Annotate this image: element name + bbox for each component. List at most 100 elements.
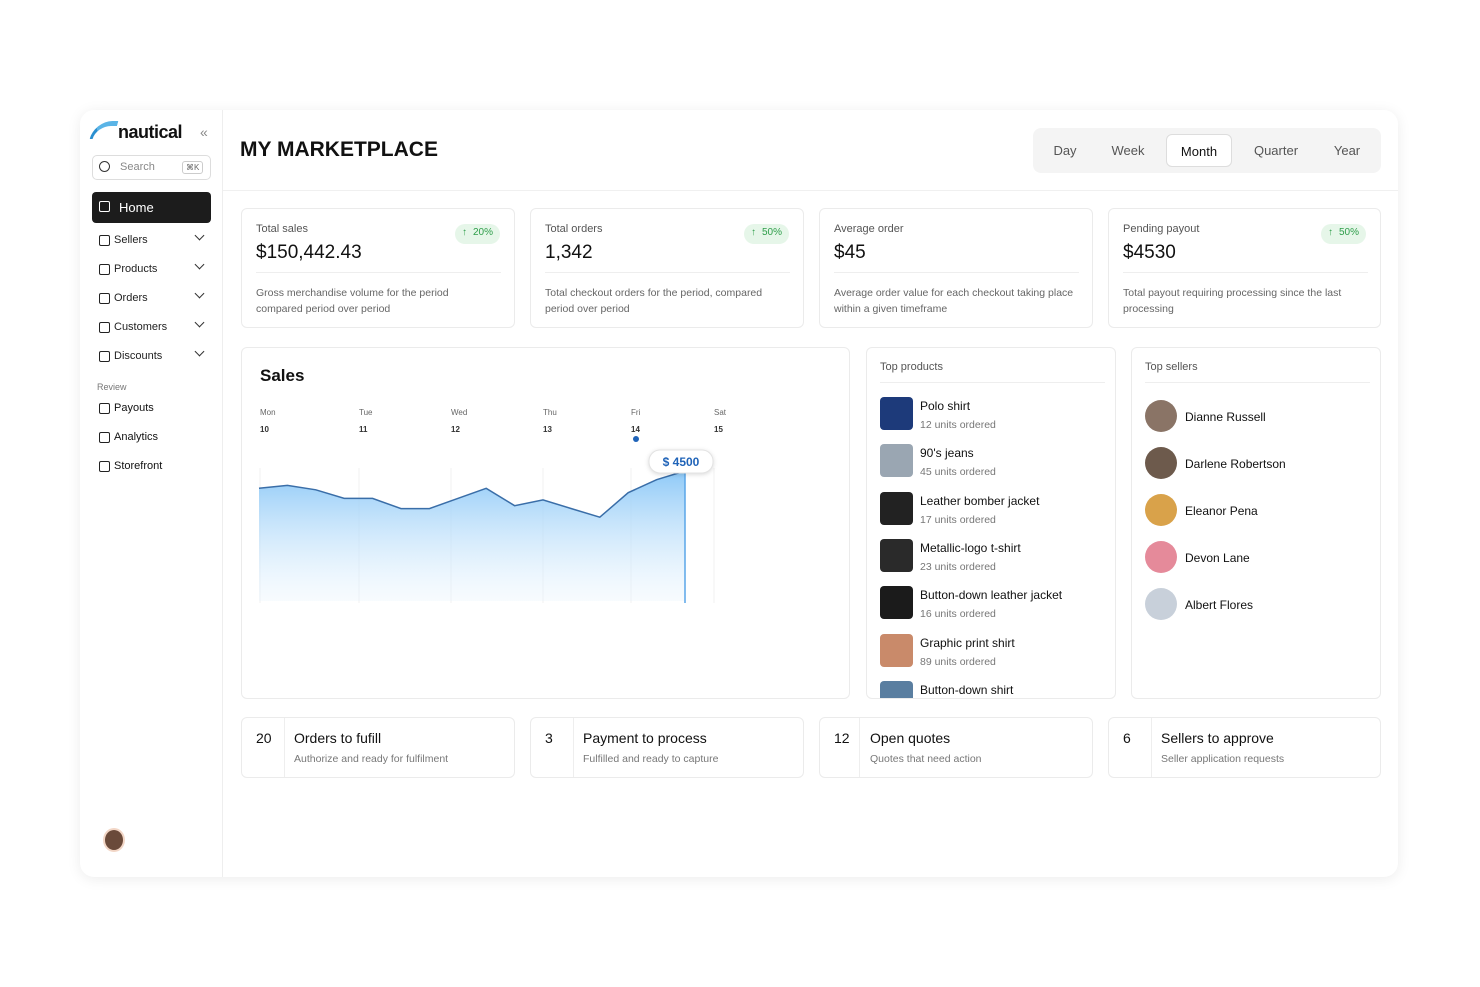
stat-label: Total sales	[256, 223, 308, 235]
product-image	[880, 491, 913, 525]
search-box[interactable]: Search ⌘K	[92, 155, 211, 180]
period-button[interactable]: Week	[1098, 134, 1158, 167]
nav-label: Customers	[114, 321, 168, 333]
task-card[interactable]: 20 Orders to fufill Authorize and ready fo…	[241, 717, 515, 778]
period-button[interactable]: Day	[1035, 134, 1095, 167]
period-label: Month	[1180, 144, 1218, 159]
task-card[interactable]: 6 Sellers to approve Seller application re…	[1108, 717, 1381, 778]
nav-icon	[99, 461, 110, 472]
nav-item[interactable]: Sellers	[92, 230, 211, 250]
seller-name: Eleanor Pena	[1185, 504, 1258, 518]
stat-description: Gross merchandise volume for the period …	[256, 287, 449, 315]
task-title: Open quotes	[870, 730, 951, 746]
product-image	[880, 586, 913, 620]
product-image	[880, 397, 913, 430]
search-icon	[99, 161, 110, 172]
nav-chevron	[194, 230, 205, 241]
nav-icon	[99, 322, 110, 333]
change-value: 50%	[1338, 227, 1359, 238]
nav-chevron	[194, 259, 205, 270]
product-name: Graphic print shirt	[920, 635, 1015, 650]
period-label: Quarter	[1253, 143, 1299, 158]
nav-icon	[99, 201, 110, 212]
stat-label: Total orders	[545, 223, 603, 235]
product-units: 12 units ordered	[920, 419, 996, 431]
stat-card: Pending payout ↑ 50% $4530 Total payout requ…	[1108, 208, 1381, 328]
panel-title: Top sellers	[1145, 361, 1198, 373]
task-card[interactable]: 12 Open quotes Quotes that need action	[819, 717, 1093, 778]
nav-item[interactable]: Customers	[92, 317, 211, 337]
product-name: 90's jeans	[920, 446, 974, 461]
period-label: Week	[1111, 143, 1145, 158]
seller-name: Devon Lane	[1185, 551, 1250, 565]
seller-avatar	[1145, 494, 1177, 526]
product-name: Button-down leather jacket	[920, 588, 1063, 603]
product-image	[880, 633, 913, 667]
value-tooltip-label: $ 4500	[663, 455, 700, 469]
selected-day-dot	[633, 436, 639, 442]
change-badge: ↑ 20%	[454, 224, 500, 244]
period-label: Year	[1333, 143, 1361, 158]
day-label: Mon	[260, 408, 276, 417]
nav-item[interactable]: Discounts	[92, 346, 211, 366]
search-placeholder: Search	[120, 161, 155, 173]
nav-item[interactable]: Analytics	[92, 429, 211, 447]
value-tooltip	[648, 449, 714, 474]
stat-value: $150,442.43	[256, 242, 362, 263]
product-image	[880, 680, 913, 698]
nav-icon	[99, 351, 110, 362]
period-button[interactable]: Quarter	[1246, 134, 1306, 167]
nav-chevron	[194, 317, 205, 328]
nav-icon	[99, 403, 110, 414]
nav-item[interactable]: Storefront	[92, 458, 211, 476]
sidebar-divider	[222, 110, 223, 877]
period-button[interactable]: Month	[1166, 134, 1232, 167]
task-count: 6	[1123, 730, 1131, 746]
day-label: Fri	[631, 408, 641, 417]
product-units: 16 units ordered	[920, 608, 996, 621]
product-image	[880, 538, 913, 572]
stat-card: Total sales ↑ 20% $150,442.43 Gross merchand…	[241, 208, 515, 328]
date-label: 10	[260, 425, 269, 434]
date-label: 11	[359, 425, 368, 434]
nav-label: Orders	[114, 292, 148, 304]
user-avatar[interactable]	[103, 828, 125, 852]
product-units: 45 units ordered	[920, 466, 996, 479]
task-count: 20	[256, 730, 272, 746]
nav-item[interactable]: Payouts	[92, 400, 211, 418]
logo: nautical	[118, 122, 183, 142]
nav-label: Sellers	[114, 234, 148, 246]
task-description: Fulfilled and ready to capture	[583, 753, 719, 765]
nav-item[interactable]: Products	[92, 259, 211, 279]
nav-item[interactable]: Orders	[92, 288, 211, 308]
nav-chevron	[194, 288, 205, 299]
change-badge: ↑ 50%	[1320, 224, 1366, 244]
product-name: Metallic-logo t-shirt	[920, 540, 1021, 555]
stat-value: $45	[834, 242, 866, 263]
up-arrow: ↑	[750, 227, 756, 238]
collapse-button[interactable]: «	[200, 124, 208, 140]
seller-name: Albert Flores	[1185, 598, 1254, 612]
nav-icon	[99, 235, 110, 246]
product-units: 23 units ordered	[920, 560, 996, 573]
nav-icon	[99, 432, 110, 443]
date-label: 15	[714, 425, 723, 434]
period-button[interactable]: Year	[1317, 134, 1377, 167]
task-divider	[859, 718, 860, 777]
product-image	[880, 444, 913, 478]
sales-panel: Sales Mon 10 Tue 11 Wed 12 Thu 13 Fri 14 Sat 15 $ 450…	[241, 347, 850, 699]
task-description: Seller application requests	[1161, 753, 1285, 765]
nav-item[interactable]: Home	[92, 192, 211, 223]
up-arrow: ↑	[1327, 227, 1333, 238]
stat-value: 1,342	[545, 242, 593, 263]
task-title: Payment to process	[583, 730, 707, 746]
nav-label: Products	[114, 263, 158, 275]
stat-description: Total payout requiring processing since …	[1123, 287, 1342, 315]
day-label: Thu	[543, 408, 557, 417]
stat-card: Total orders ↑ 50% 1,342 Total checkout orde…	[530, 208, 804, 328]
panel-divider	[880, 382, 1105, 383]
seller-name: Darlene Robertson	[1185, 457, 1286, 471]
task-card[interactable]: 3 Payment to process Fulfilled and ready t…	[530, 717, 804, 778]
nav-label: Analytics	[114, 431, 159, 443]
nav-icon	[99, 264, 110, 275]
